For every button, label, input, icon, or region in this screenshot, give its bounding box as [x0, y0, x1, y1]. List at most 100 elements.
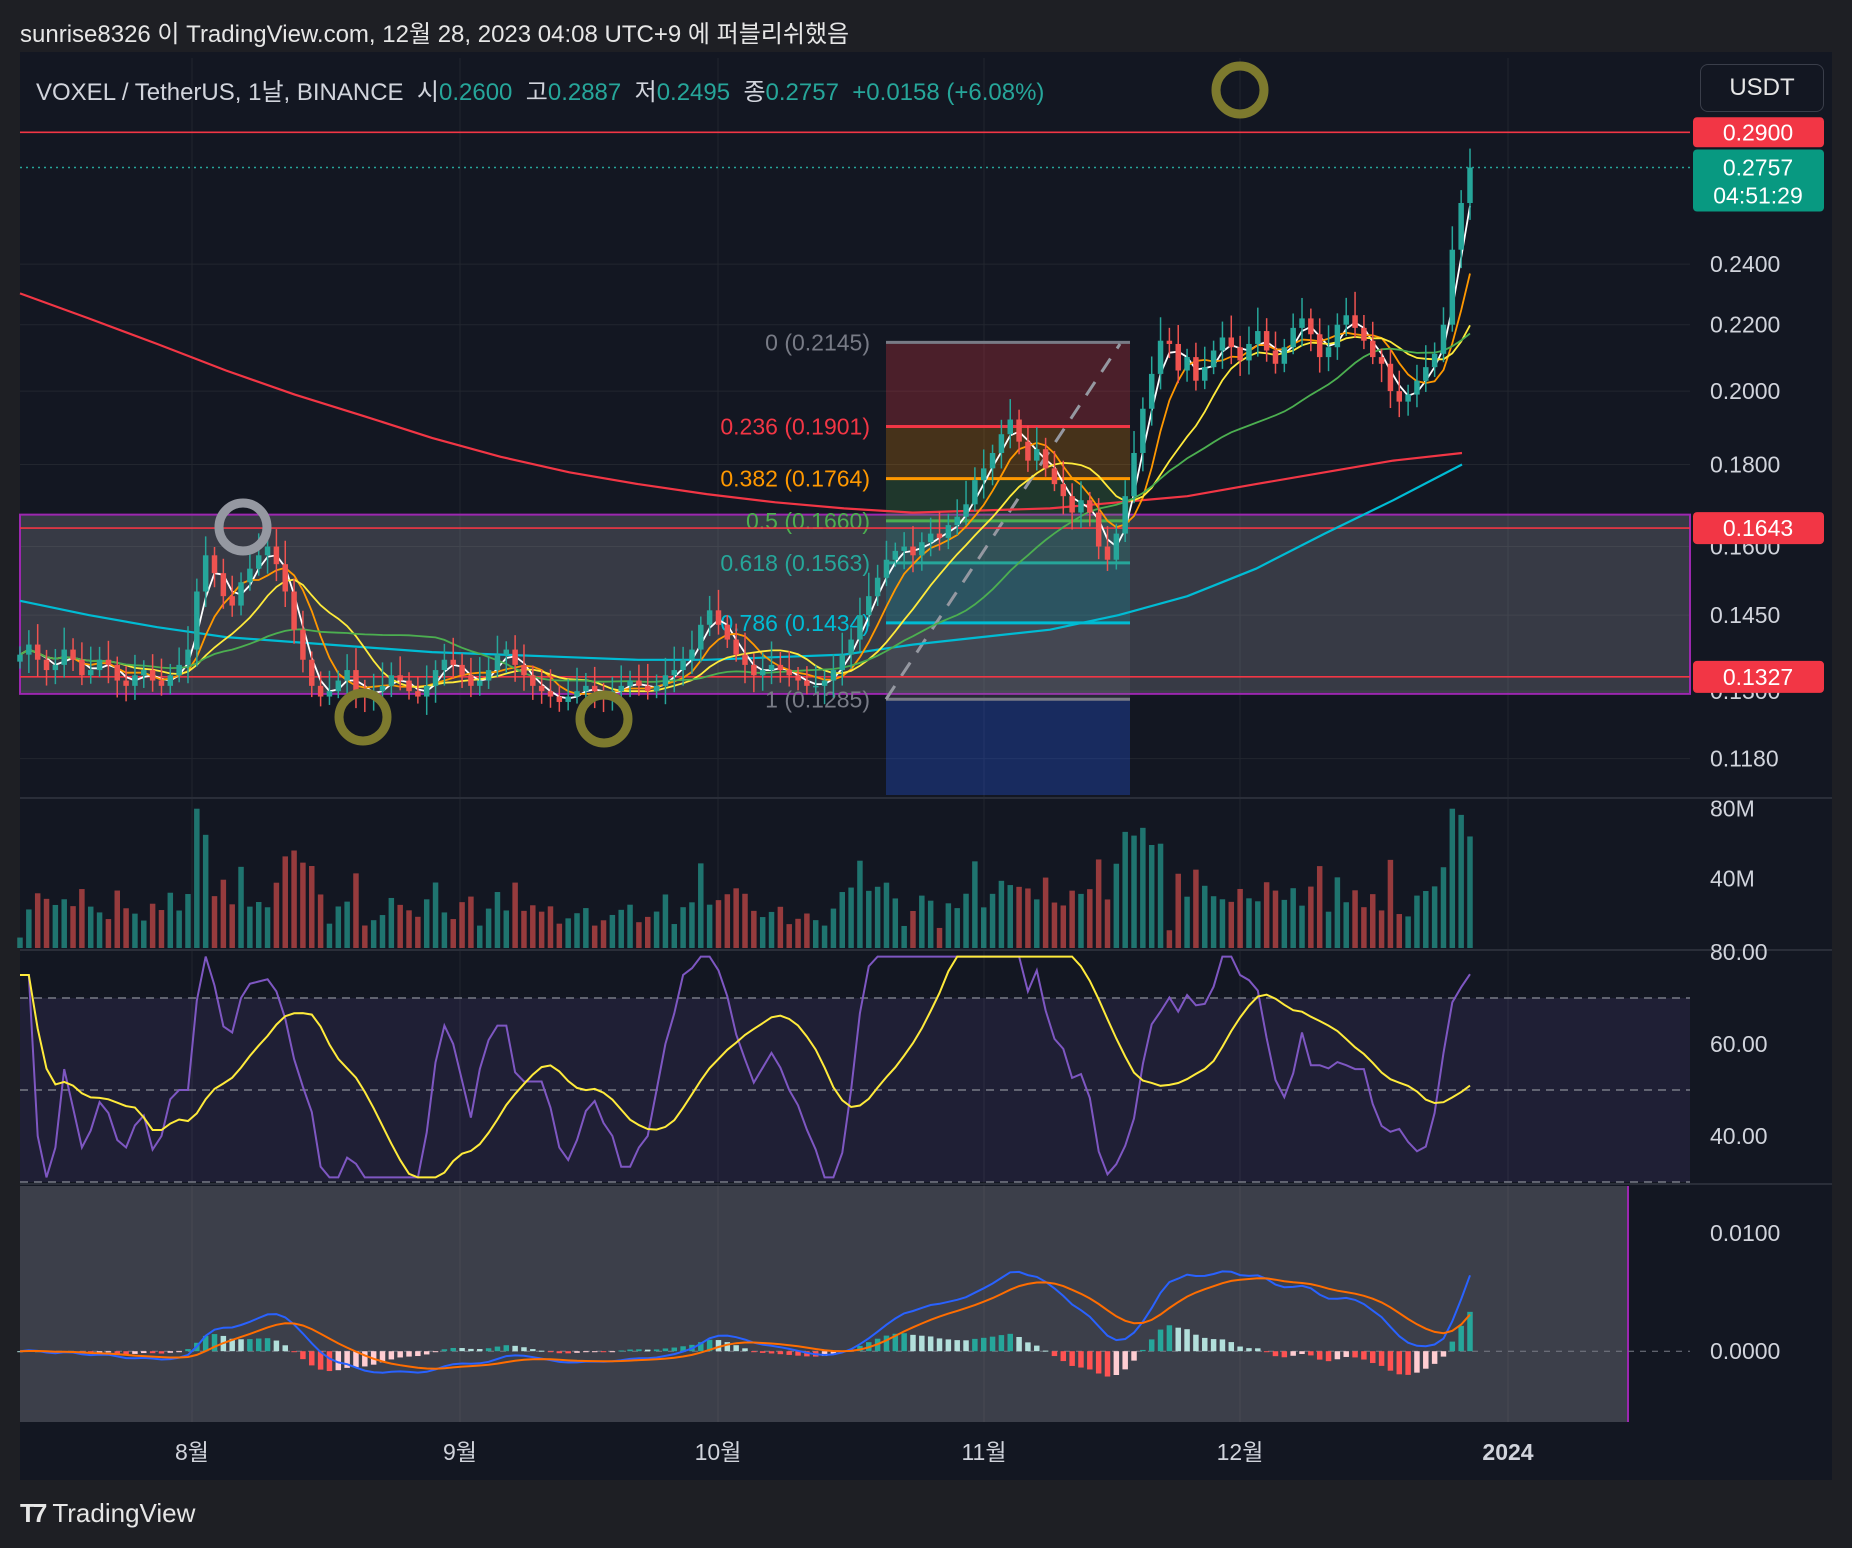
volume-bar [485, 908, 492, 948]
volume-bar [1166, 930, 1173, 948]
volume-bar [954, 908, 960, 948]
volume-bar [1370, 894, 1376, 948]
rsi-line [20, 955, 1471, 1179]
macd-histogram-bar [17, 1351, 23, 1353]
macd-histogram-bar [247, 1339, 253, 1352]
candle-body [1202, 367, 1208, 381]
rsi-pane [20, 955, 1690, 1183]
candle-body [910, 546, 916, 556]
candle-body [149, 670, 156, 681]
volume-bar [636, 922, 642, 948]
candle-body [87, 670, 94, 676]
volume-bar [874, 886, 881, 948]
macd-histogram-bar [1263, 1351, 1270, 1353]
macd-histogram-bar [1219, 1339, 1226, 1352]
macd-line [19, 1270, 1471, 1374]
volume-bar [105, 919, 112, 948]
symbol-label[interactable]: VOXEL / TetherUS, 1날, BINANCE [36, 79, 404, 106]
macd-histogram-bar [521, 1347, 527, 1352]
volume-bar [1051, 902, 1058, 948]
candle-body [1193, 357, 1199, 381]
fib-zone [886, 622, 1130, 700]
volume-bar [335, 906, 342, 948]
candle-body [1370, 340, 1376, 358]
volume-bar [1290, 888, 1296, 948]
volume-bar [123, 908, 129, 948]
macd-histogram-bar [786, 1351, 792, 1355]
candle-body [821, 680, 828, 686]
macd-histogram-bar [1246, 1348, 1252, 1352]
volume-bar [70, 906, 76, 948]
candle-body [1396, 391, 1403, 402]
candle-body [565, 696, 571, 702]
candle-body [211, 555, 218, 574]
candle-body [742, 654, 748, 665]
volume-bar [1060, 905, 1067, 948]
macd-histogram-bar [777, 1351, 784, 1355]
volume-bar [34, 893, 41, 948]
macd-histogram-bar [211, 1334, 218, 1352]
candle-body [255, 555, 262, 569]
volume-bar [1078, 893, 1084, 948]
candle-body [848, 639, 854, 655]
macd-histogram-bar [1361, 1351, 1367, 1360]
macd-tick-label: 0.0000 [1710, 1338, 1780, 1364]
volume-bar [317, 894, 324, 948]
macd-histogram-bar [167, 1351, 174, 1353]
volume-bar [432, 882, 439, 948]
fib-extension-zone [886, 699, 1130, 795]
macd-histogram-bar [485, 1348, 492, 1352]
volume-bar [645, 916, 651, 948]
macd-histogram-bar [1370, 1351, 1376, 1364]
currency-button[interactable]: USDT [1700, 64, 1824, 112]
macd-histogram-bar [910, 1334, 916, 1352]
volume-bar [945, 903, 952, 948]
volume-bar [1113, 863, 1120, 948]
macd-histogram-bar [972, 1338, 978, 1352]
volume-bar [176, 910, 182, 948]
macd-histogram-bar [309, 1351, 315, 1366]
price-tick-label: 0.1450 [1710, 602, 1780, 628]
volume-bar [521, 910, 527, 948]
tradingview-brand[interactable]: T7 TradingView [20, 1498, 195, 1529]
macd-histogram-bar [556, 1351, 563, 1354]
volume-bar [1458, 814, 1464, 948]
volume-bar [1431, 886, 1438, 948]
volume-bar [680, 907, 686, 948]
volume-bar [309, 866, 315, 948]
candle-body [1440, 324, 1447, 354]
volume-bar [839, 892, 845, 948]
volume-bar [1131, 835, 1137, 948]
candle-body [1334, 324, 1341, 348]
macd-histogram-bar [671, 1347, 678, 1352]
candle-body [1148, 373, 1155, 409]
candle-body [291, 591, 297, 630]
volume-bar [87, 906, 94, 948]
volume-bar [733, 888, 739, 948]
macd-histogram-bar [468, 1348, 474, 1352]
volume-bar [812, 920, 819, 948]
candle-body [786, 670, 792, 676]
macd-histogram-bar [1458, 1325, 1464, 1352]
volume-bar [220, 879, 227, 948]
macd-histogram-bar [653, 1349, 660, 1352]
macd-histogram-bar [141, 1351, 147, 1354]
volume-bar [132, 913, 138, 948]
candle-body [963, 504, 969, 517]
candle-body [689, 649, 695, 660]
candle-body [309, 659, 315, 686]
candle-body [123, 680, 129, 686]
candle-body [326, 691, 333, 697]
volume-bar [167, 892, 174, 948]
macd-histogram-bar [397, 1351, 403, 1358]
marker-circle [214, 498, 272, 556]
marker-circle [575, 690, 633, 748]
volume-bar [388, 897, 395, 948]
fib-zone [886, 342, 1130, 427]
volume-bar [255, 901, 262, 948]
volume-bar [1237, 888, 1243, 948]
volume-bar [786, 924, 792, 948]
candle-body [636, 680, 642, 686]
macd-histogram-bar [326, 1351, 333, 1372]
